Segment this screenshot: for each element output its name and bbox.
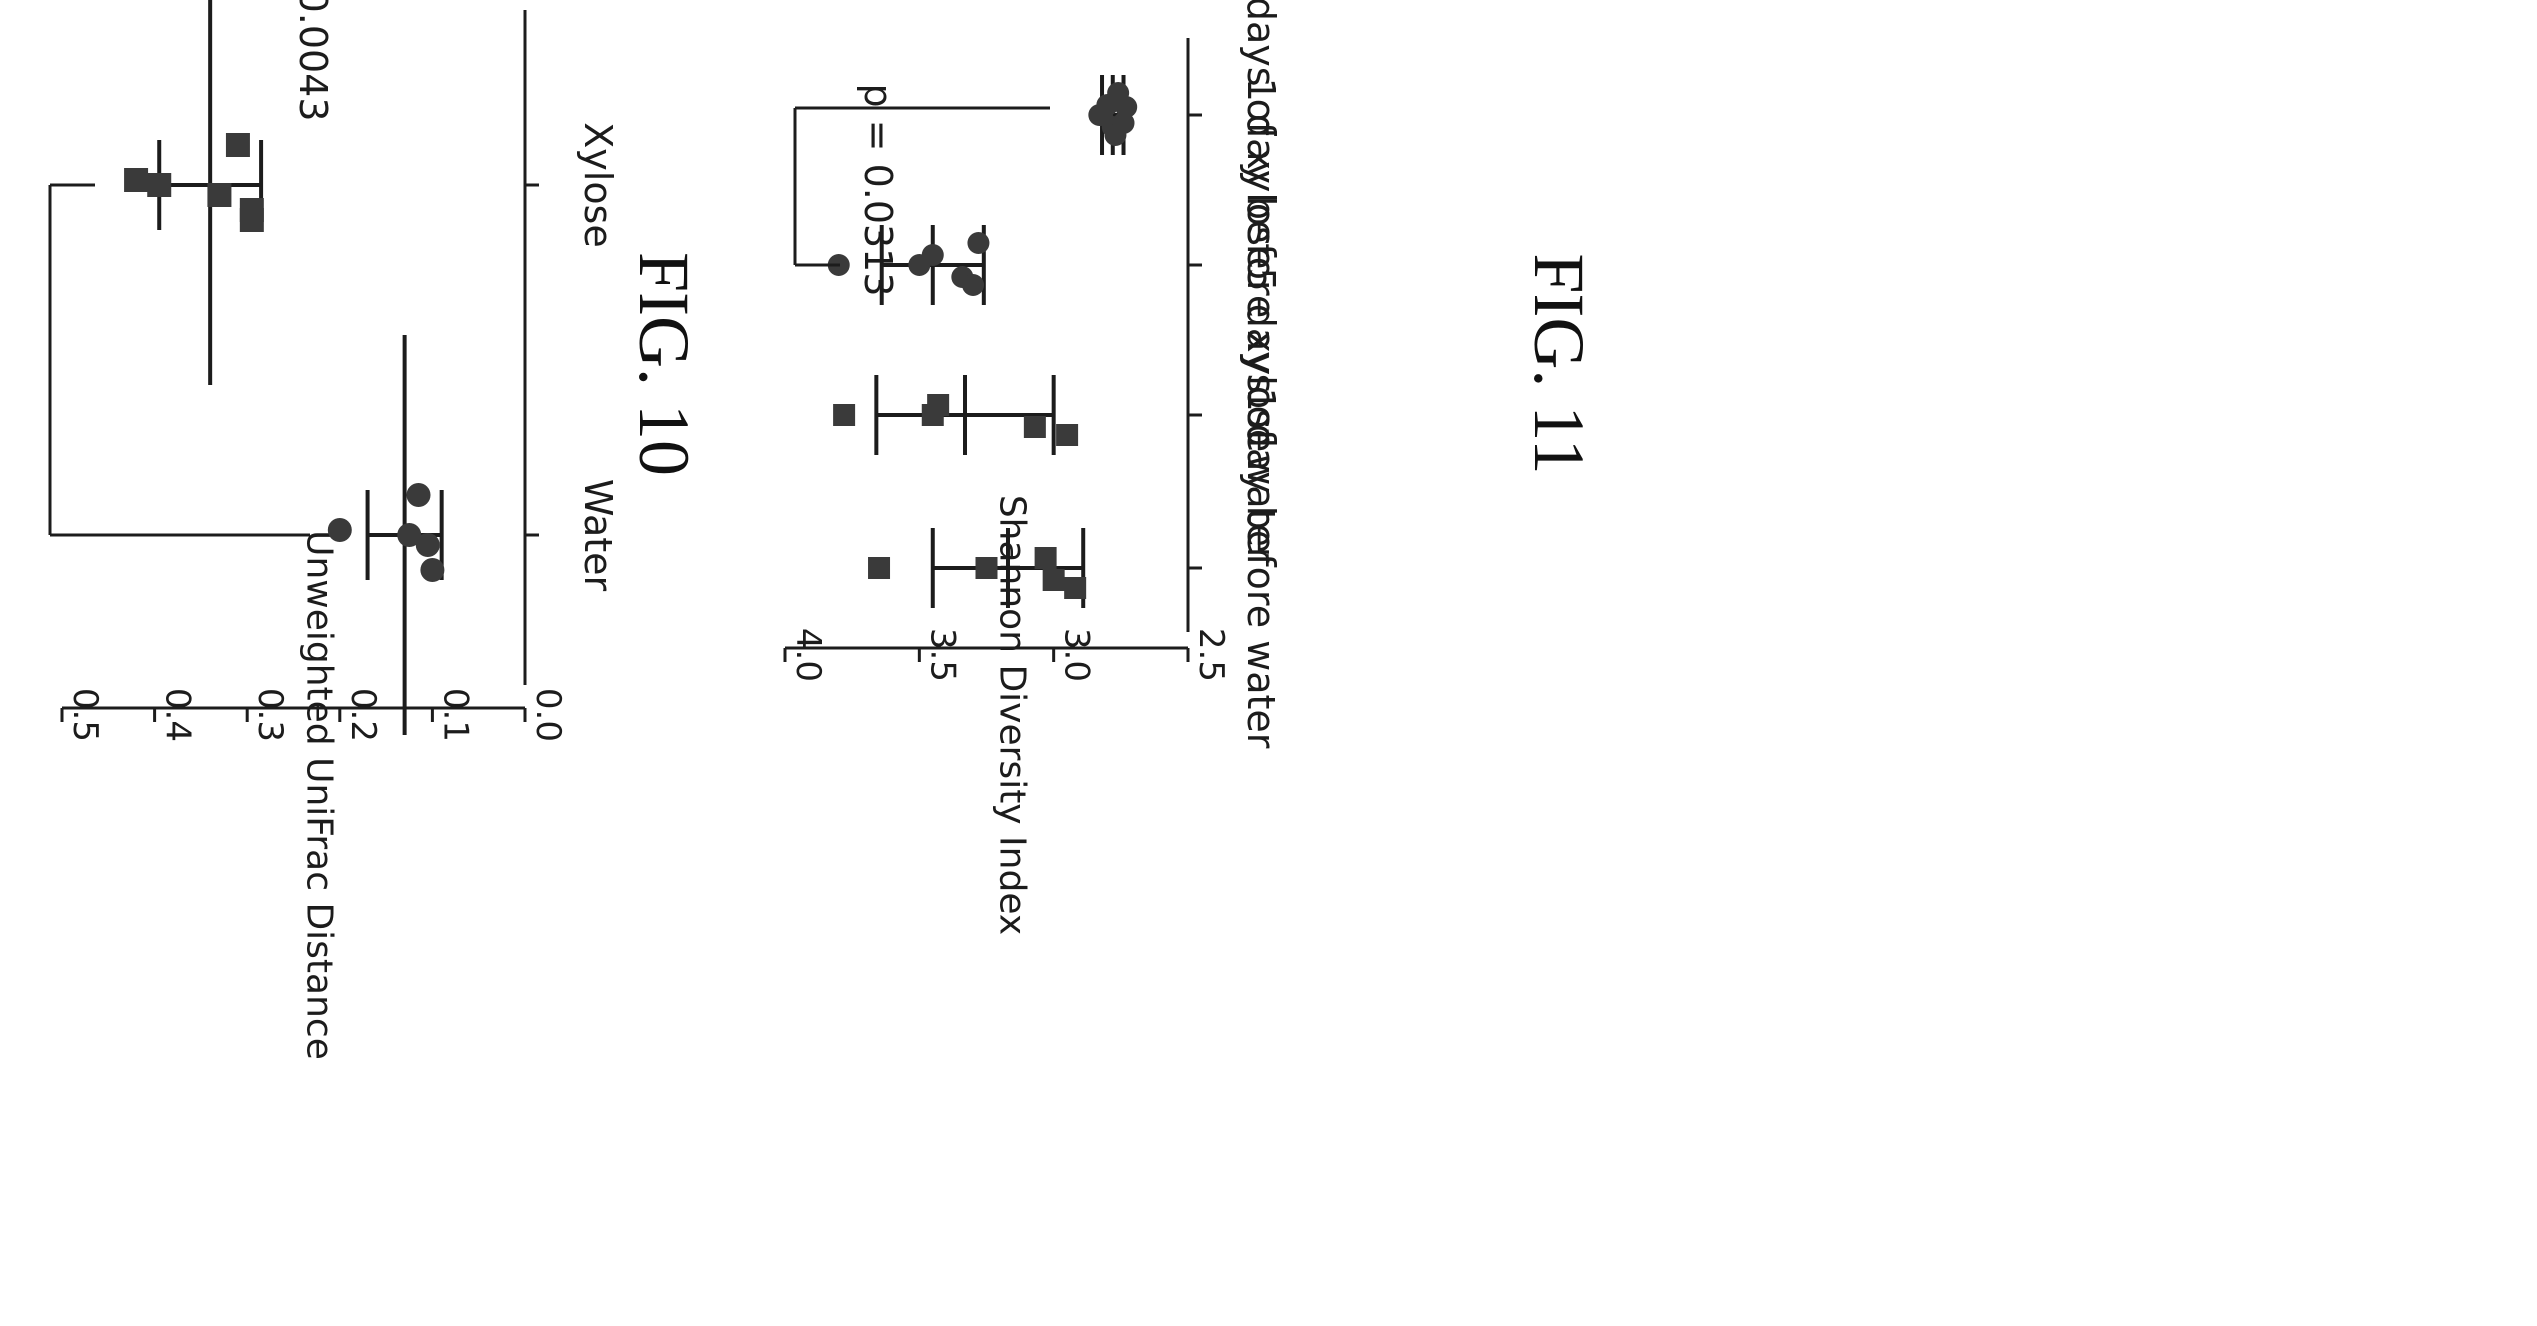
data-point-square — [239, 198, 264, 222]
category-label: Xylose — [576, 122, 620, 248]
category-label: Water — [576, 479, 620, 592]
data-point-circle — [921, 244, 944, 266]
data-point-circle — [420, 558, 445, 582]
value-tick-label: 0.0 — [528, 688, 568, 742]
fig10-chart: 0.0 0.1 0.2 0.3 0.4 0.5 Unweighted UniFrac Dis… — [48, 0, 620, 1060]
data-point-square — [975, 557, 998, 579]
data-point-circle — [406, 483, 431, 507]
data-point-circle — [967, 232, 990, 254]
category-label: 5 days of water — [1239, 267, 1283, 562]
data-point-square — [207, 183, 232, 207]
value-tick-label: 3.5 — [922, 628, 962, 682]
data-point-square — [868, 557, 891, 579]
data-point-square — [1064, 577, 1087, 599]
value-tick-label: 0.2 — [343, 688, 383, 742]
data-point-square — [124, 168, 149, 192]
data-point-square — [1034, 547, 1057, 569]
data-point-circle — [327, 518, 352, 542]
value-tick-label: 0.5 — [65, 688, 105, 742]
category-label: 1 day before water — [1239, 388, 1283, 749]
data-point-circle — [1115, 96, 1138, 118]
data-point-square — [1042, 569, 1065, 591]
data-point-circle — [397, 523, 422, 547]
data-point-square — [147, 173, 172, 197]
value-axis-title: Unweighted UniFrac Distance — [299, 530, 340, 1060]
rotated-figure-group: 0.0 0.1 0.2 0.3 0.4 0.5 Unweighted UniFrac Dis… — [48, 0, 1599, 1060]
value-tick-label: 0.1 — [435, 688, 475, 742]
data-point-circle — [962, 274, 985, 296]
fig11-chart: 2.5 3.0 3.5 4.0 Shannon Diversity Index 1 day… — [783, 0, 1283, 935]
value-tick-label: 4.0 — [788, 628, 828, 682]
category-label: 1 day before xylose — [1239, 78, 1283, 453]
value-axis-title: Shannon Diversity Index — [992, 495, 1033, 935]
fig10-caption: FIG. 10 — [624, 252, 704, 476]
data-point-square — [833, 404, 856, 426]
value-tick-label: 3.0 — [1057, 628, 1097, 682]
data-point-circle — [415, 533, 440, 557]
data-point-square — [927, 394, 950, 416]
p-value-annotation: p = 0.0313 — [856, 83, 900, 296]
value-tick-label: 0.4 — [158, 688, 198, 742]
value-tick-label: 2.5 — [1191, 628, 1231, 682]
category-label: 5 days of xylose — [1239, 0, 1283, 269]
data-point-square — [1023, 416, 1046, 438]
value-tick-label: 0.3 — [250, 688, 290, 742]
p-value-annotation: p = 0.0043 — [291, 0, 335, 122]
data-point-square — [225, 133, 250, 157]
data-point-square — [1056, 424, 1079, 446]
fig11-caption: FIG. 11 — [1519, 253, 1599, 474]
